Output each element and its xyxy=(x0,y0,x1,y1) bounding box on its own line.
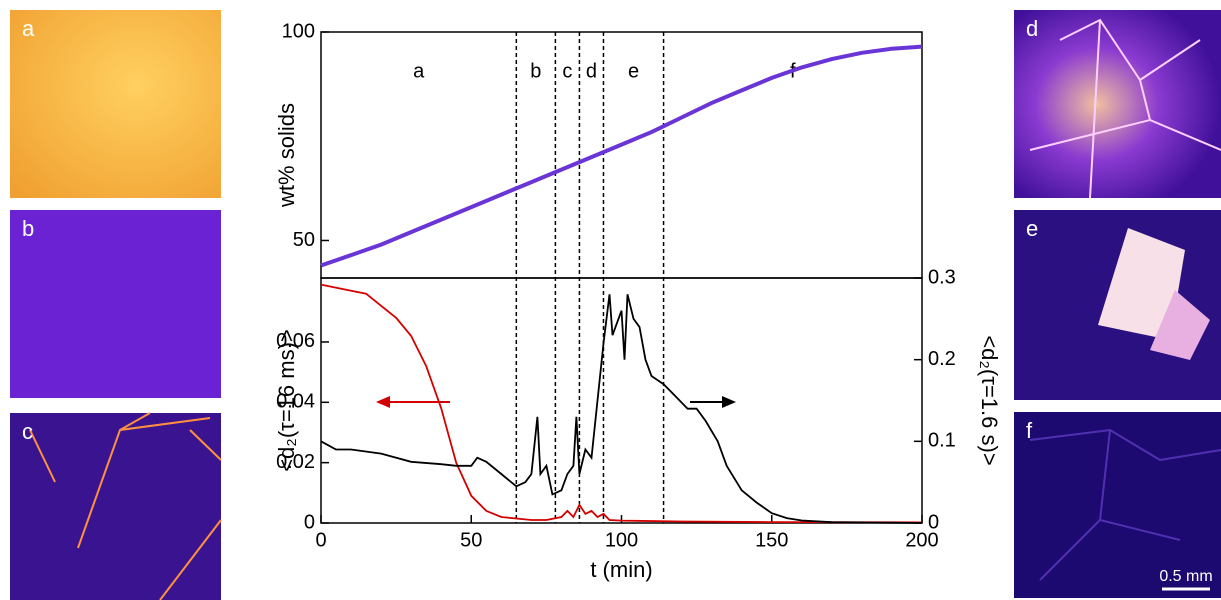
panel-e-bright xyxy=(1150,290,1210,360)
x-axis-label: t (min) xyxy=(590,557,652,582)
panel-f-image xyxy=(1014,412,1221,598)
scale-bar-label: 0.5 mm xyxy=(1159,568,1212,585)
region-label: b xyxy=(530,60,541,82)
panel-c-cracks xyxy=(29,412,222,600)
x-tick-label: 50 xyxy=(460,529,482,551)
data-line xyxy=(320,294,923,524)
panel-label: f xyxy=(1026,418,1033,443)
y-tick-label: 50 xyxy=(293,229,315,251)
plot-frame xyxy=(320,31,923,279)
y-axis-label: <d₂(τ=16 ms)> xyxy=(274,329,299,472)
arrows xyxy=(376,396,736,408)
x-tick-label: 200 xyxy=(905,529,938,551)
y-tick-label: 0.04 xyxy=(276,391,315,413)
data-line xyxy=(320,44,923,268)
panel-label: a xyxy=(22,16,35,41)
arrow-right-head xyxy=(722,396,736,408)
panel-f-cracks xyxy=(1029,428,1221,581)
region-label: d xyxy=(586,60,597,82)
y2-tick-label: 0.1 xyxy=(928,430,956,452)
panel-d-image xyxy=(1014,10,1221,198)
y-tick-label: 0 xyxy=(304,511,315,533)
panel-d-cracks xyxy=(1029,18,1221,199)
region-label: c xyxy=(562,60,572,82)
y-tick-label: 0.06 xyxy=(276,330,315,352)
x-tick-label: 0 xyxy=(315,529,326,551)
panel-a-image xyxy=(10,10,221,198)
y-axis-label: wt% solids xyxy=(274,103,299,208)
x-tick-label: 100 xyxy=(605,529,638,551)
panel-label: b xyxy=(22,216,34,241)
y2-axis-label: <d₂(τ=1.6 s)> xyxy=(977,335,1002,465)
x-tick-label: 150 xyxy=(755,529,788,551)
panel-label: e xyxy=(1026,216,1038,241)
panel-b-image xyxy=(10,210,221,398)
y-tick-label: 0.02 xyxy=(276,451,315,473)
y2-tick-label: 0.2 xyxy=(928,348,956,370)
y-tick-label: 100 xyxy=(282,20,315,42)
region-label: e xyxy=(628,60,639,82)
y2-tick-label: 0.3 xyxy=(928,266,956,288)
arrow-left-head xyxy=(376,396,390,408)
panel-label: d xyxy=(1026,16,1038,41)
panel-label: c xyxy=(22,419,33,444)
image-panels: 0.5 mm xyxy=(10,10,1221,600)
y2-tick-label: 0 xyxy=(928,511,939,533)
data-line xyxy=(320,283,923,524)
panel-e-bright xyxy=(1098,228,1185,340)
region-label: a xyxy=(413,60,425,82)
